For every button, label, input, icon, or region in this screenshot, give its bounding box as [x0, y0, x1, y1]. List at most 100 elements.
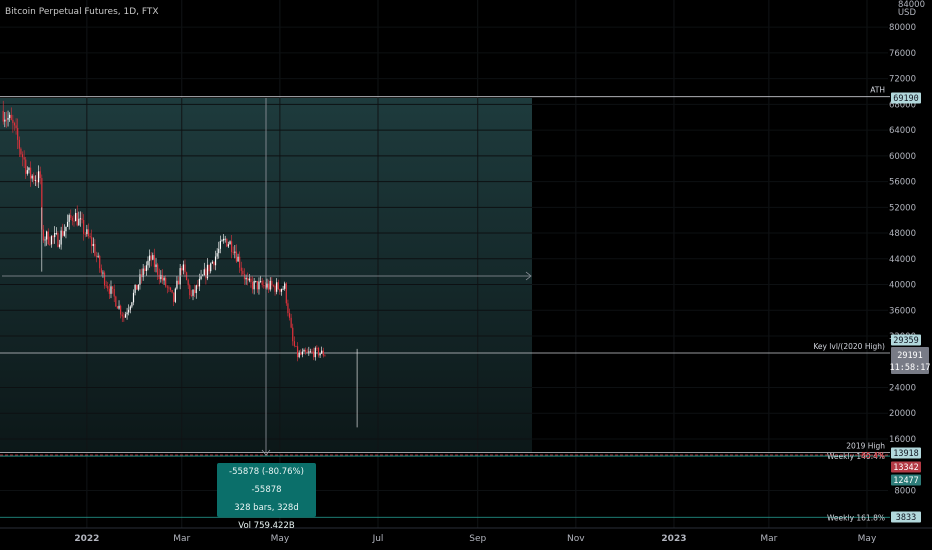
candle-body [50, 236, 53, 245]
candle-body [251, 282, 254, 290]
candle-body [231, 241, 233, 253]
candle-body [74, 212, 77, 222]
level-label: ATH [870, 86, 885, 95]
candle-body [221, 240, 223, 242]
candle-body [314, 347, 316, 358]
candle-body [219, 240, 221, 249]
candle-body [23, 157, 25, 160]
level-label: Weekly 161.8% [827, 513, 885, 522]
candle-body [92, 243, 94, 247]
candle-body [313, 351, 315, 358]
candle-body [208, 264, 210, 272]
candle-body [194, 289, 196, 294]
candle-body [7, 117, 9, 120]
candle-body [142, 268, 144, 278]
price-tick-label: 76000 [889, 49, 916, 59]
candle-body [126, 312, 128, 315]
time-axis[interactable]: 2022 Mar May Jul Sep Nov 2023 Mar May [0, 527, 932, 544]
measure-volume-text: Vol 759.422B [238, 521, 295, 531]
candle-body [296, 346, 299, 358]
candle-body [218, 248, 220, 254]
current-price-text: 29191 [897, 351, 923, 361]
candle-body [120, 305, 122, 315]
price-tick-label: 40000 [889, 281, 916, 291]
candle-body [259, 280, 262, 282]
candle-body [288, 313, 291, 318]
candle-body [309, 351, 312, 353]
candle-body [317, 347, 320, 356]
candle-body [144, 268, 146, 271]
level-price-badge-text: 13342 [893, 463, 919, 473]
candle-body [31, 175, 33, 179]
candle-body [83, 220, 85, 234]
candle-body [222, 238, 225, 241]
candle-body [227, 244, 230, 247]
candle-body [33, 175, 35, 181]
candle-body [124, 314, 127, 318]
candle-body [46, 231, 48, 240]
candle-body [134, 284, 136, 293]
candle-body [301, 351, 303, 355]
candle-body [324, 355, 326, 357]
measure-pct-label: 85.4% [861, 451, 885, 460]
candle-body [182, 264, 184, 271]
candle-body [187, 280, 189, 286]
candle-body [213, 261, 215, 266]
candle-body [242, 270, 244, 275]
candle-body [60, 230, 62, 245]
candle-body [70, 215, 72, 218]
candle-body [263, 284, 265, 286]
candle-body [319, 353, 321, 356]
candle-body [214, 256, 217, 266]
candle-body [153, 255, 156, 267]
candle-body [91, 237, 93, 247]
grid-lines [0, 0, 888, 528]
candle-body [229, 241, 231, 245]
candle-body [173, 292, 175, 302]
candle-body [150, 255, 152, 260]
price-badges: 69190 29359 13918 13342 3833 12477 29191 11:58:… [890, 92, 930, 523]
level-price-badge-text: 13918 [893, 449, 919, 459]
candle-body [174, 288, 176, 302]
candle-body [21, 154, 24, 158]
candle-body [115, 296, 117, 307]
candle-body [63, 231, 65, 236]
candle-body [36, 180, 38, 183]
candle-body [100, 268, 102, 273]
candle-body [68, 215, 70, 222]
candle-body [34, 180, 36, 181]
price-tick-label: 16000 [889, 435, 916, 445]
candle-body [276, 282, 278, 292]
candle-body [256, 281, 258, 290]
candle-body [65, 226, 67, 232]
candle-body [12, 119, 14, 124]
candle-body [89, 236, 91, 238]
candle-body [305, 350, 307, 352]
extra-price-badge-text: 12477 [893, 476, 919, 486]
measure-bars-text: 328 bars, 328d [234, 503, 299, 513]
candle-body [55, 233, 57, 234]
candle-body [189, 285, 191, 296]
candle-body [62, 230, 64, 236]
candle-body [258, 281, 260, 290]
candle-body [95, 255, 98, 257]
candle-body [271, 280, 273, 286]
candle-body [87, 229, 90, 237]
candle-body [245, 277, 247, 280]
price-tick-label: 52000 [889, 203, 916, 213]
candle-body [107, 286, 109, 289]
candle-body [103, 272, 106, 286]
measure-change-text: -55878 (-80.76%) -55878 [229, 467, 304, 495]
candle-body [321, 350, 323, 354]
candle-body [42, 229, 45, 241]
candle-body [84, 233, 86, 235]
candle-body [145, 265, 147, 271]
candle-body [78, 218, 80, 226]
candle-body [184, 264, 186, 273]
candle-body [165, 277, 167, 287]
candle-body [44, 239, 46, 241]
candle-body [239, 256, 241, 268]
candle-body [295, 345, 297, 347]
candle-body [54, 233, 56, 238]
